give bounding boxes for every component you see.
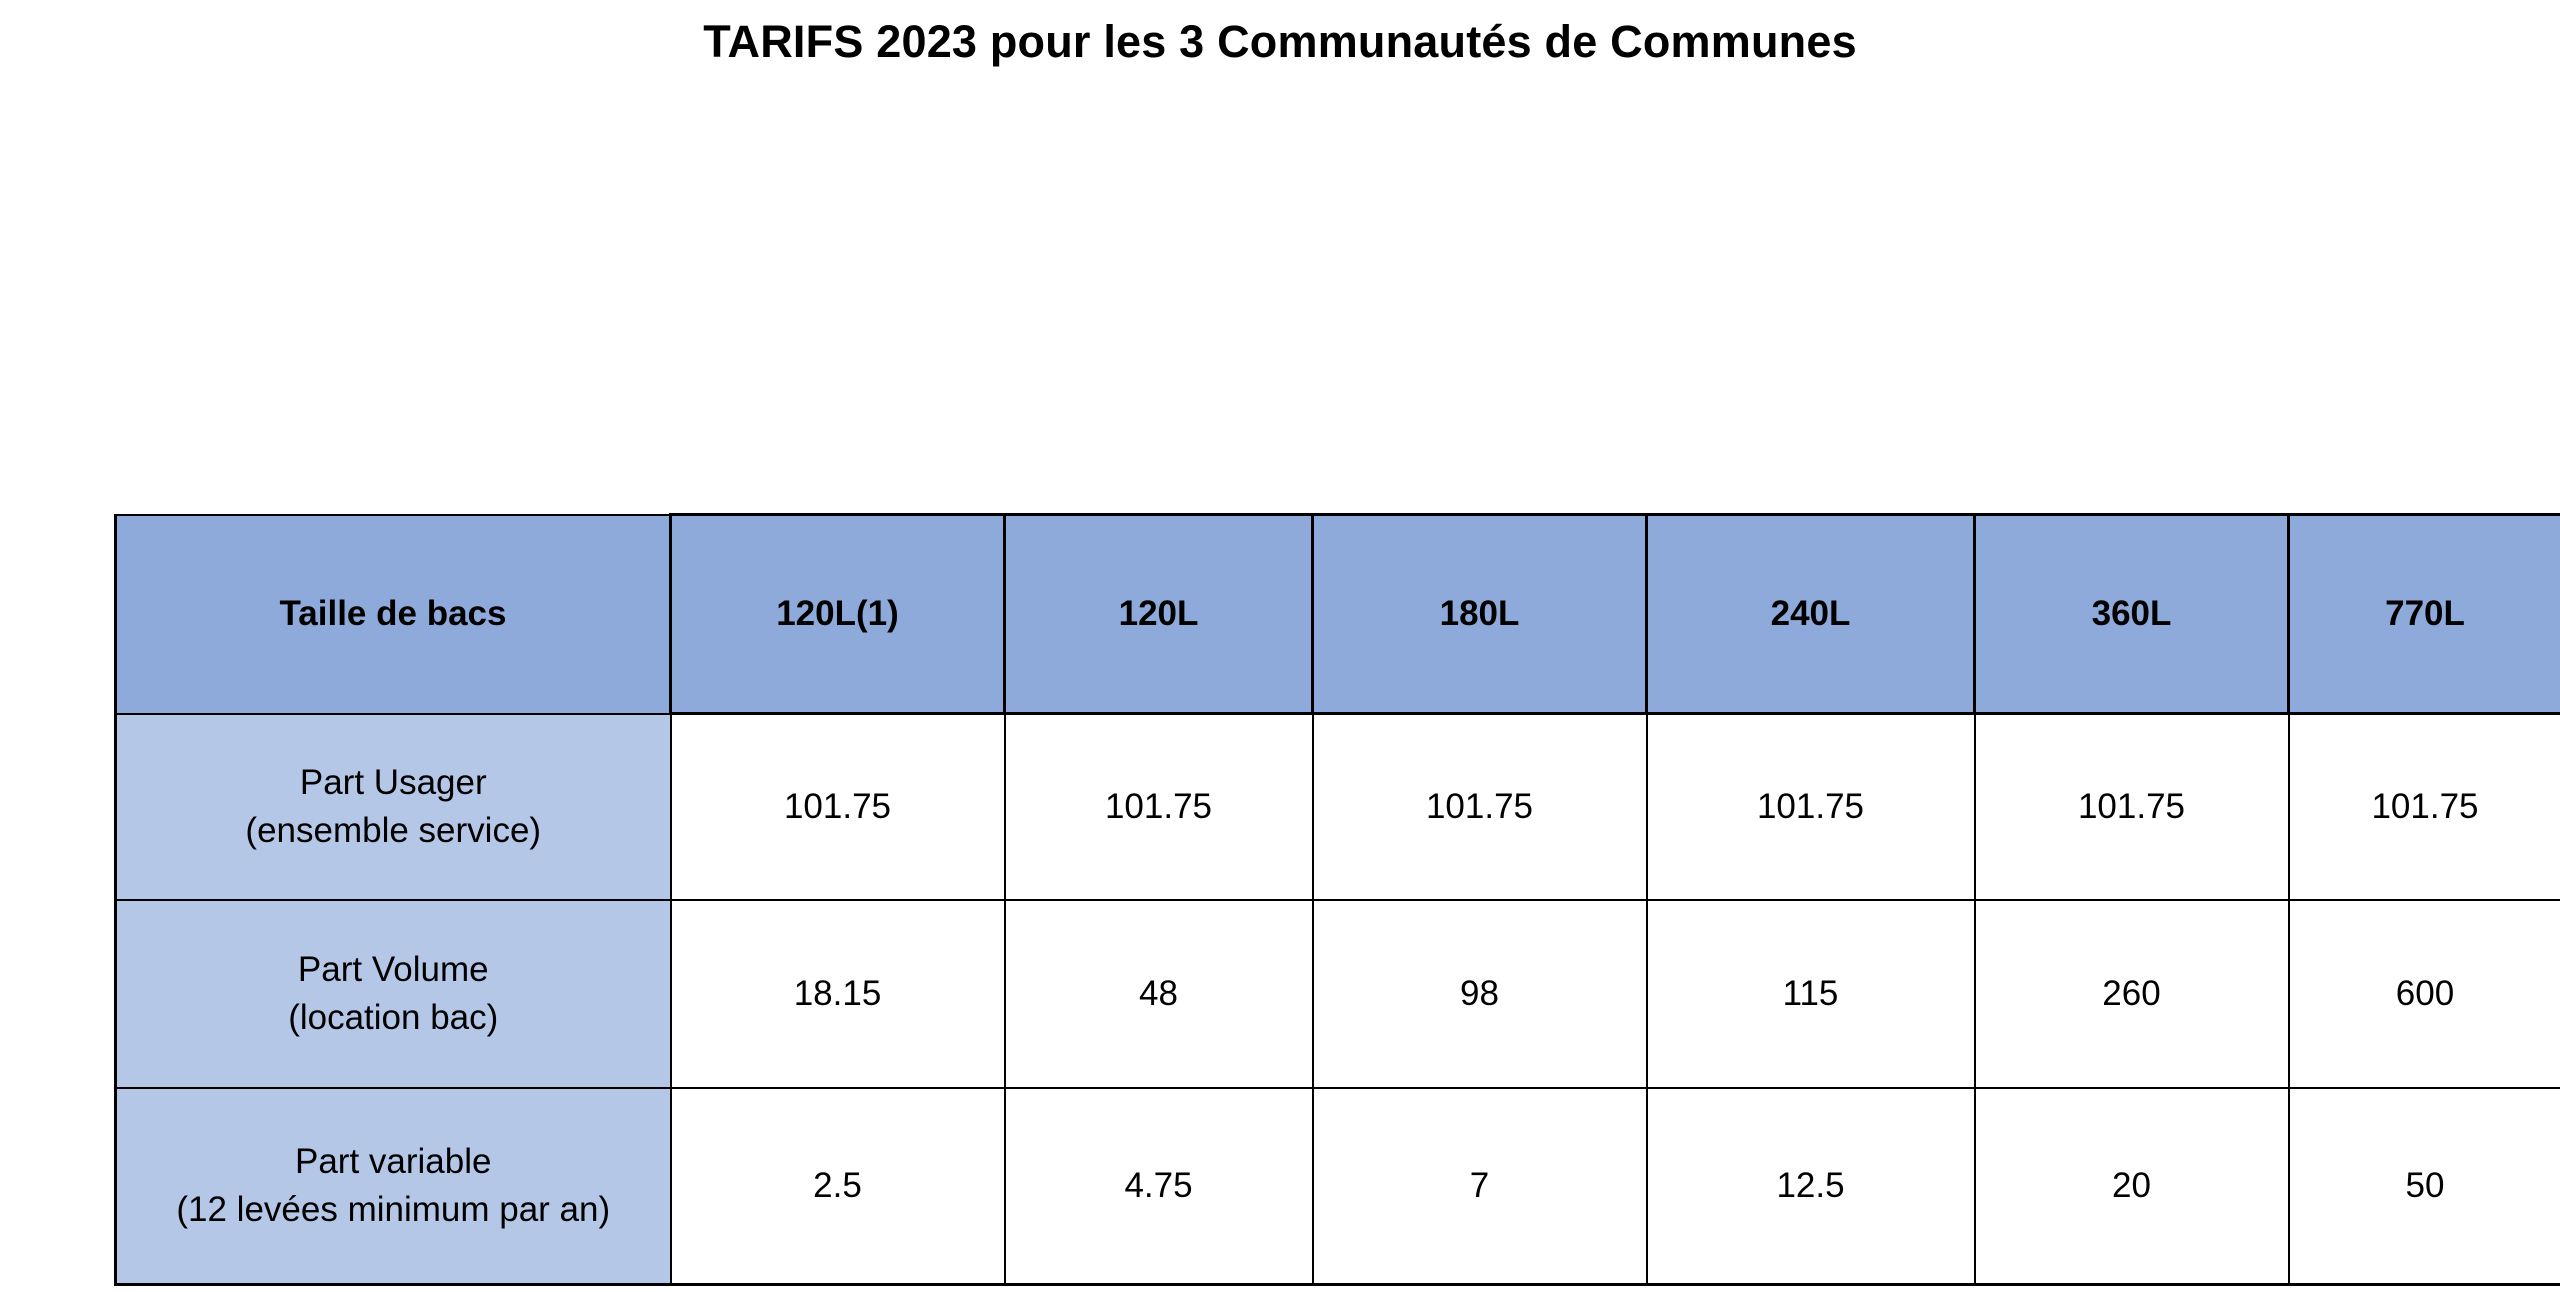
table-cell: 101.75 <box>1973 712 2290 901</box>
table-cell: 101.75 <box>1003 712 1314 901</box>
table-row: Part Usager (ensemble service) 101.75 10… <box>114 712 2560 901</box>
column-header: 180L <box>1311 513 1648 715</box>
row-label-line: (ensemble service) <box>245 810 542 850</box>
header-taille-de-bacs: Taille de bacs <box>114 513 672 715</box>
row-label-line: Part variable <box>295 1142 492 1181</box>
table-cell: 48 <box>1003 899 1314 1089</box>
table-cell: 101.75 <box>669 712 1006 901</box>
row-label-part-volume: Part Volume (location bac) <box>114 899 672 1089</box>
table-cell: 2.5 <box>669 1087 1006 1286</box>
table-cell: 101.75 <box>2287 712 2560 901</box>
table-cell: 98 <box>1311 899 1648 1089</box>
column-header: 120L(1) <box>669 513 1006 715</box>
table-row: Part Volume (location bac) 18.15 48 98 1… <box>114 899 2560 1089</box>
table-cell: 115 <box>1645 899 1976 1089</box>
row-label-line: Part Volume <box>297 950 489 989</box>
table-cell: 600 <box>2287 899 2560 1089</box>
column-header: 240L <box>1645 513 1976 715</box>
table-cell: 101.75 <box>1645 712 1976 901</box>
table-row: Part variable (12 levées minimum par an)… <box>114 1087 2560 1286</box>
table-cell: 20 <box>1973 1087 2290 1286</box>
table-cell: 4.75 <box>1003 1087 1314 1286</box>
table-cell: 12.5 <box>1645 1087 1976 1286</box>
table-cell: 260 <box>1973 899 2290 1089</box>
table-cell: 101.75 <box>1311 712 1648 901</box>
row-label-part-usager: Part Usager (ensemble service) <box>114 712 672 901</box>
row-label-part-variable: Part variable (12 levées minimum par an) <box>114 1087 672 1286</box>
table-cell: 18.15 <box>669 899 1006 1089</box>
tarifs-table: Taille de bacs 120L(1) 120L 180L 240L 36… <box>114 513 2560 1286</box>
column-header: 120L <box>1003 513 1314 715</box>
table-cell: 50 <box>2287 1087 2560 1286</box>
row-label-line: (12 levées minimum par an) <box>176 1190 611 1229</box>
table-header-row: Taille de bacs 120L(1) 120L 180L 240L 36… <box>114 513 2560 715</box>
column-header: 360L <box>1973 513 2290 715</box>
row-label-line: Part Usager <box>299 762 487 802</box>
page-title: TARIFS 2023 pour les 3 Communautés de Co… <box>703 16 1857 67</box>
column-header: 770L <box>2287 513 2560 715</box>
table-cell: 7 <box>1311 1087 1648 1286</box>
row-label-line: (location bac) <box>288 998 499 1037</box>
